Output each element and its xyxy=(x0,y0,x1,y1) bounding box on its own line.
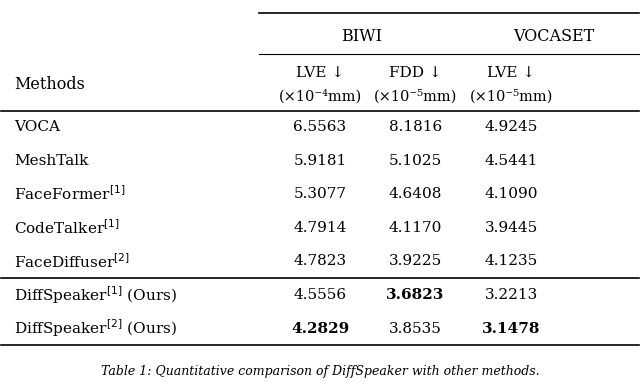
Text: DiffSpeaker$^{[2]}$ (Ours): DiffSpeaker$^{[2]}$ (Ours) xyxy=(14,318,177,339)
Text: 3.8535: 3.8535 xyxy=(389,322,442,336)
Text: MeshTalk: MeshTalk xyxy=(14,154,88,168)
Text: 3.9445: 3.9445 xyxy=(484,221,538,235)
Text: 4.6408: 4.6408 xyxy=(389,187,442,201)
Text: 4.1235: 4.1235 xyxy=(484,254,538,268)
Text: FaceDiffuser$^{[2]}$: FaceDiffuser$^{[2]}$ xyxy=(14,252,130,271)
Text: 5.3077: 5.3077 xyxy=(294,187,346,201)
Text: 4.1090: 4.1090 xyxy=(484,187,538,201)
Text: 5.1025: 5.1025 xyxy=(389,154,442,168)
Text: BIWI: BIWI xyxy=(341,28,382,45)
Text: 4.2829: 4.2829 xyxy=(291,322,349,336)
Text: 6.5563: 6.5563 xyxy=(293,120,347,134)
Text: Methods: Methods xyxy=(14,76,85,93)
Text: Table 1: Quantitative comparison of DiffSpeaker with other methods.: Table 1: Quantitative comparison of Diff… xyxy=(100,364,540,378)
Text: 8.1816: 8.1816 xyxy=(389,120,442,134)
Text: 3.1478: 3.1478 xyxy=(482,322,540,336)
Text: FaceFormer$^{[1]}$: FaceFormer$^{[1]}$ xyxy=(14,185,125,203)
Text: VOCASET: VOCASET xyxy=(513,28,595,45)
Text: (×10⁻⁵mm): (×10⁻⁵mm) xyxy=(470,89,553,103)
Text: 4.7823: 4.7823 xyxy=(293,254,347,268)
Text: (×10⁻⁴mm): (×10⁻⁴mm) xyxy=(278,89,362,103)
Text: 3.6823: 3.6823 xyxy=(387,288,445,302)
Text: (×10⁻⁵mm): (×10⁻⁵mm) xyxy=(374,89,457,103)
Text: DiffSpeaker$^{[1]}$ (Ours): DiffSpeaker$^{[1]}$ (Ours) xyxy=(14,284,177,306)
Text: 4.5441: 4.5441 xyxy=(484,154,538,168)
Text: 3.9225: 3.9225 xyxy=(389,254,442,268)
Text: LVE ↓: LVE ↓ xyxy=(487,66,535,80)
Text: 4.5556: 4.5556 xyxy=(293,288,347,302)
Text: LVE ↓: LVE ↓ xyxy=(296,66,344,80)
Text: 4.7914: 4.7914 xyxy=(293,221,347,235)
Text: CodeTalker$^{[1]}$: CodeTalker$^{[1]}$ xyxy=(14,218,120,237)
Text: 3.2213: 3.2213 xyxy=(484,288,538,302)
Text: 5.9181: 5.9181 xyxy=(293,154,347,168)
Text: FDD ↓: FDD ↓ xyxy=(389,66,442,80)
Text: 4.9245: 4.9245 xyxy=(484,120,538,134)
Text: VOCA: VOCA xyxy=(14,120,60,134)
Text: 4.1170: 4.1170 xyxy=(389,221,442,235)
